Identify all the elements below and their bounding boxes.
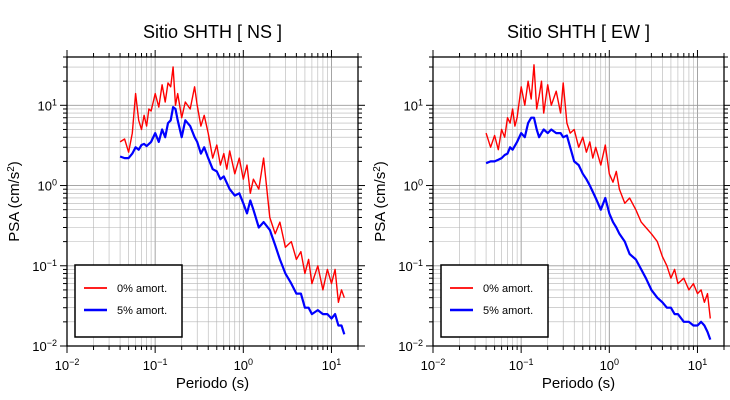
legend-box (440, 264, 549, 338)
legend-label: 5% amort. (117, 305, 167, 317)
y-tick-label: 100 (38, 178, 57, 194)
plot-frame (66, 56, 359, 347)
chart-title: Sitio SHTH [ NS ] (143, 22, 282, 42)
series-line-undamped (119, 66, 345, 303)
x-tick-label: 10−1 (143, 357, 168, 373)
legend-label: 0% amort. (117, 283, 167, 295)
y-tick-label: 10−2 (32, 338, 57, 354)
x-tick-label: 100 (600, 357, 619, 373)
x-axis-label: Periodo (s) (176, 375, 249, 392)
series-line-damped (485, 116, 712, 340)
plot-frame (432, 56, 725, 347)
legend-label: 0% amort. (483, 283, 533, 295)
x-tick-label: 101 (322, 357, 341, 373)
legend: 0% amort. 5% amort. (74, 264, 183, 338)
legend: 0% amort. 5% amort. (440, 264, 549, 338)
y-axis-label: PSA (cm/s2) (6, 161, 24, 242)
series-line-damped (119, 105, 346, 335)
y-tick-label: 10−1 (32, 258, 57, 274)
panel-ew: Sitio SHTH [ EW ] 10−2 10−1 100 101 10−2 10−1 1… (372, 22, 730, 392)
legend-box (74, 264, 183, 338)
x-tick-label: 10−2 (55, 357, 80, 373)
y-tick-label: 101 (404, 97, 423, 113)
y-axis-label: PSA (cm/s2) (372, 161, 390, 242)
series-line-undamped (485, 64, 711, 319)
x-tick-label: 100 (234, 357, 253, 373)
x-tick-label: 10−2 (421, 357, 446, 373)
ticks (426, 50, 730, 353)
y-tick-label: 10−1 (398, 258, 423, 274)
y-tick-label: 100 (404, 178, 423, 194)
y-tick-label: 10−2 (398, 338, 423, 354)
ticks (60, 50, 365, 353)
x-tick-label: 101 (688, 357, 707, 373)
x-axis-label: Periodo (s) (542, 375, 615, 392)
legend-label: 5% amort. (483, 305, 533, 317)
panel-ns: Sitio SHTH [ NS ] 10−2 10−1 100 101 10−2 10−1 1… (6, 22, 365, 392)
chart-title: Sitio SHTH [ EW ] (507, 22, 650, 42)
x-tick-label: 10−1 (509, 357, 534, 373)
y-tick-label: 101 (38, 97, 57, 113)
